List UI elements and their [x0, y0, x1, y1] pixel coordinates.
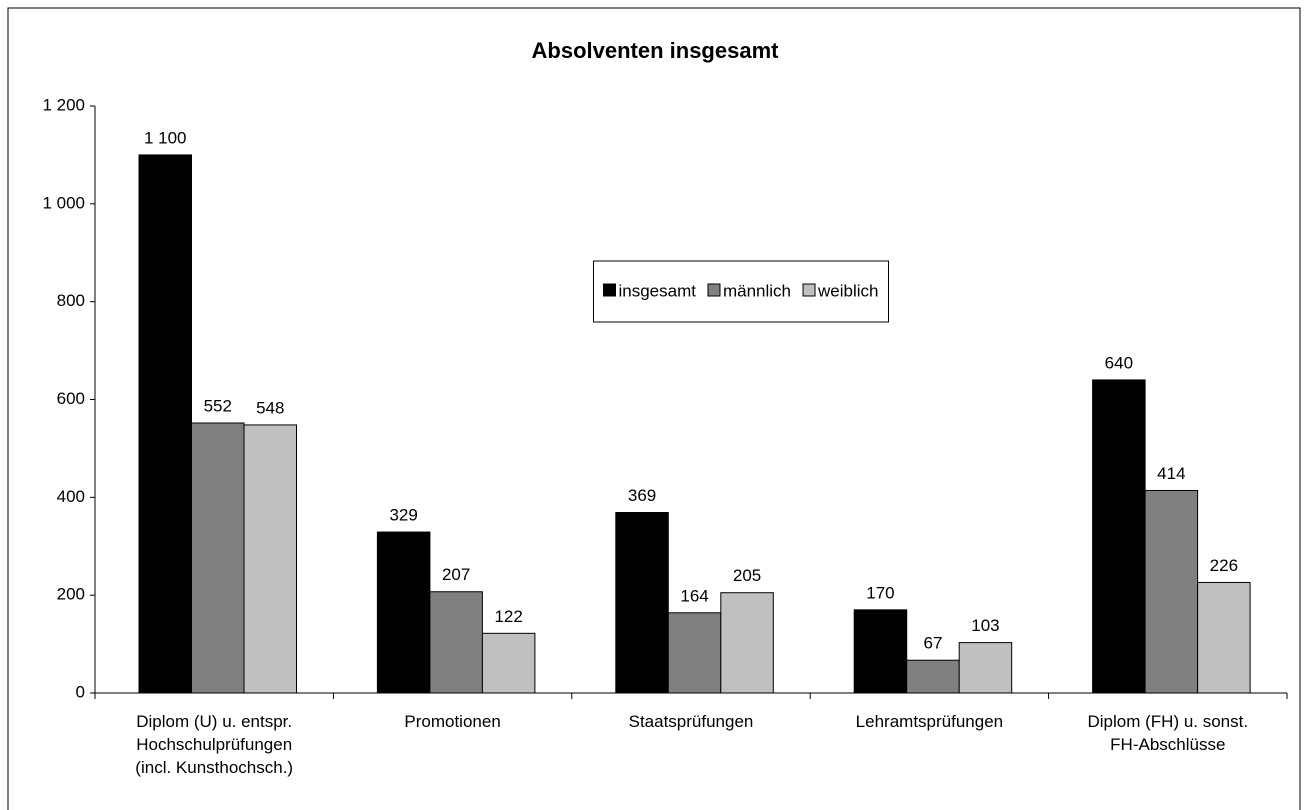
x-tick-label: Staatsprüfungen: [629, 712, 754, 731]
x-tick-label-line: (incl. Kunsthochsch.): [135, 758, 293, 777]
bar: [667, 612, 722, 694]
data-label: 548: [256, 398, 284, 417]
data-label: 369: [628, 486, 656, 505]
bar: [958, 642, 1013, 694]
bar: [138, 154, 192, 694]
bar: [1092, 379, 1146, 694]
legend-label: weiblich: [817, 281, 878, 300]
bar: [429, 591, 483, 694]
data-label: 170: [866, 583, 894, 602]
x-tick-label: Diplom (U) u. entspr. Hochschulprüfungen (…: [135, 712, 293, 777]
legend-label: männlich: [723, 281, 791, 300]
chart-title: Absolventen insgesamt: [532, 38, 780, 63]
bar: [1197, 581, 1251, 694]
data-label: 207: [442, 565, 470, 584]
data-label: 552: [204, 396, 232, 415]
data-label: 67: [923, 634, 942, 653]
bar: [720, 592, 774, 694]
y-tick-label: 400: [57, 487, 85, 506]
x-tick-label: Promotionen: [404, 712, 500, 731]
bar: [1144, 489, 1199, 694]
data-label: 1 100: [144, 128, 187, 147]
data-label: 122: [494, 607, 522, 626]
data-label: 226: [1210, 556, 1238, 575]
legend: insgesamt männlich weiblich: [592, 260, 890, 323]
data-label: 164: [680, 586, 708, 605]
data-label: 329: [389, 506, 417, 525]
bar: [853, 609, 908, 694]
y-tick-label: 800: [57, 291, 85, 310]
y-tick-label: 0: [76, 682, 85, 701]
bar: [481, 632, 536, 694]
bar: [243, 424, 297, 694]
legend-swatch: [707, 283, 721, 297]
data-label: 205: [733, 566, 761, 585]
bar: [191, 422, 245, 694]
bar: [376, 531, 431, 694]
data-label: 640: [1105, 353, 1133, 372]
bar: [906, 659, 960, 694]
y-tick-label: 200: [57, 585, 85, 604]
data-label: 103: [971, 616, 999, 635]
y-tick-label: 1 000: [42, 193, 85, 212]
y-tick-label: 1 200: [42, 95, 85, 114]
x-tick-label-line: Diplom (FH) u. sonst.: [1088, 712, 1249, 731]
data-label: 414: [1157, 464, 1185, 483]
x-tick-label-line: Diplom (U) u. entspr.: [136, 712, 292, 731]
bar: [615, 511, 669, 694]
x-tick-label-line: Lehramtsprüfungen: [856, 712, 1003, 731]
y-tick-label: 600: [57, 389, 85, 408]
x-tick-label-line: Hochschulprüfungen: [136, 735, 292, 754]
legend-label: insgesamt: [618, 281, 696, 300]
x-tick-label-line: Staatsprüfungen: [629, 712, 754, 731]
x-tick-label-line: Promotionen: [404, 712, 500, 731]
x-tick-label: Lehramtsprüfungen: [856, 712, 1003, 731]
legend-swatch: [602, 283, 616, 297]
legend-box: [592, 260, 890, 323]
x-tick-label: Diplom (FH) u. sonst. FH-Abschlüsse: [1088, 712, 1249, 754]
legend-swatch: [802, 283, 816, 297]
x-tick-label-line: FH-Abschlüsse: [1110, 735, 1225, 754]
